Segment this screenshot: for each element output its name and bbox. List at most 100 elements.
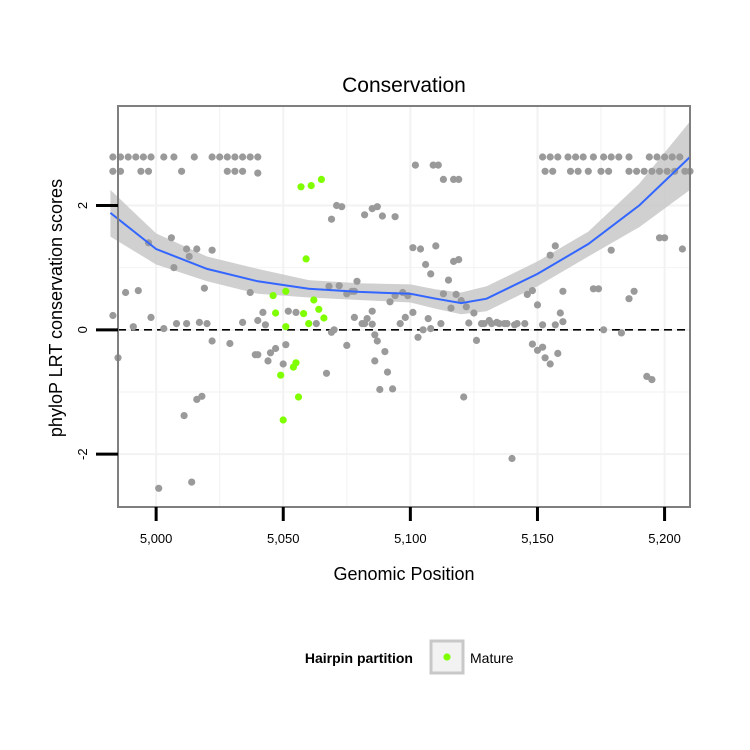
data-point xyxy=(564,153,572,161)
data-point xyxy=(231,153,239,161)
data-point xyxy=(633,167,641,175)
legend-key xyxy=(429,639,465,675)
data-point xyxy=(389,385,397,393)
data-point xyxy=(566,167,575,175)
data-point xyxy=(134,287,142,295)
data-point xyxy=(439,175,447,183)
data-point xyxy=(216,153,224,161)
data-point xyxy=(625,295,633,303)
data-point xyxy=(239,153,247,161)
data-point xyxy=(437,320,445,328)
data-point xyxy=(338,203,346,211)
data-point xyxy=(180,412,188,420)
data-point xyxy=(584,167,592,175)
data-point xyxy=(465,319,473,327)
data-point xyxy=(239,167,247,175)
y-tick-label: 2 xyxy=(75,202,90,209)
data-point xyxy=(208,337,216,345)
data-point xyxy=(607,153,615,161)
data-point xyxy=(251,351,259,359)
data-point xyxy=(361,211,369,219)
data-point xyxy=(223,153,231,161)
data-point xyxy=(371,331,379,339)
data-point xyxy=(523,290,531,298)
data-point xyxy=(292,308,300,316)
data-point xyxy=(373,337,381,345)
data-point xyxy=(261,321,269,329)
data-point xyxy=(254,153,262,161)
mature-point xyxy=(269,292,277,300)
data-point xyxy=(254,316,262,325)
data-point xyxy=(200,284,208,292)
legend-marker xyxy=(443,653,451,661)
x-axis: 5,000 5,050 5,100 5,150 5,200 xyxy=(140,507,681,546)
data-point xyxy=(272,344,280,353)
data-point xyxy=(551,321,559,329)
mature-point xyxy=(305,320,313,328)
data-point xyxy=(549,167,557,175)
data-point xyxy=(190,153,198,161)
data-point xyxy=(663,167,671,175)
data-point xyxy=(363,315,371,323)
data-point xyxy=(432,242,440,250)
data-point xyxy=(368,205,376,213)
x-axis-label: Genomic Position xyxy=(333,564,474,584)
data-point xyxy=(193,245,201,253)
mature-point xyxy=(282,287,290,295)
data-point xyxy=(447,304,455,312)
data-point xyxy=(574,167,582,175)
data-point xyxy=(450,175,458,183)
data-point xyxy=(327,328,336,336)
data-point xyxy=(648,167,656,175)
data-point xyxy=(411,161,419,169)
mature-point xyxy=(302,255,310,263)
data-point xyxy=(625,167,633,175)
data-point xyxy=(424,315,432,323)
data-point xyxy=(617,329,626,337)
data-point xyxy=(203,320,211,328)
confidence-band xyxy=(110,121,690,315)
data-point xyxy=(488,320,496,328)
data-point xyxy=(455,256,463,264)
x-tick-label: 5,000 xyxy=(140,531,173,546)
data-point xyxy=(129,323,137,331)
data-point xyxy=(630,287,638,295)
data-point xyxy=(455,175,463,183)
data-point xyxy=(503,320,511,328)
data-point xyxy=(462,303,470,311)
data-point xyxy=(195,318,203,326)
data-point xyxy=(600,326,608,334)
legend-label-mature: Mature xyxy=(470,650,514,666)
data-point xyxy=(147,313,155,321)
data-point xyxy=(266,349,275,357)
x-tick-label: 5,150 xyxy=(521,531,554,546)
data-point xyxy=(284,307,292,315)
data-point xyxy=(109,311,117,320)
data-point xyxy=(554,349,562,357)
data-point xyxy=(551,242,559,250)
data-point xyxy=(539,343,547,351)
data-point xyxy=(231,167,239,175)
data-point xyxy=(381,348,389,356)
data-point xyxy=(655,167,664,175)
data-point xyxy=(480,320,488,328)
data-point xyxy=(259,308,267,316)
data-point xyxy=(409,244,417,252)
mature-point xyxy=(297,183,305,191)
data-point xyxy=(282,341,290,349)
data-point xyxy=(521,320,529,328)
data-point xyxy=(422,260,430,269)
data-point xyxy=(246,153,254,161)
mature-point xyxy=(307,182,315,190)
data-point xyxy=(579,153,587,161)
data-point xyxy=(645,153,653,161)
data-point xyxy=(160,153,168,161)
y-axis: -2 0 2 xyxy=(75,202,118,460)
data-point xyxy=(246,288,254,297)
data-point xyxy=(122,288,130,297)
data-point xyxy=(470,309,478,317)
data-point xyxy=(279,360,287,368)
data-point xyxy=(513,320,521,328)
data-point xyxy=(661,234,669,242)
data-point xyxy=(554,153,562,161)
